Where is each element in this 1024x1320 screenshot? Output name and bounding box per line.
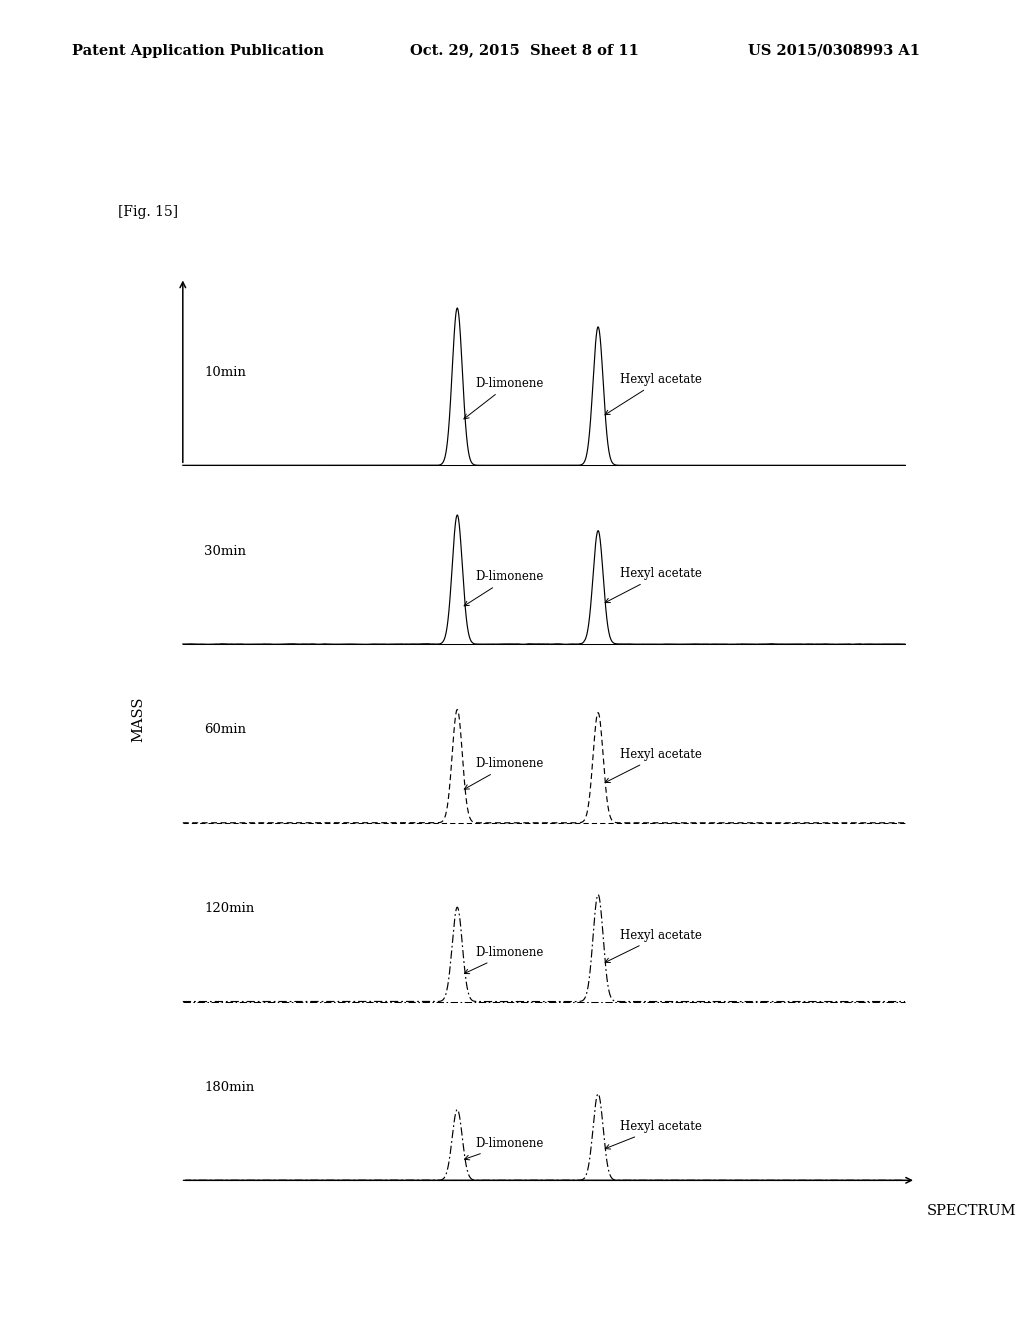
Text: Hexyl acetate: Hexyl acetate (605, 929, 701, 962)
Text: Hexyl acetate: Hexyl acetate (605, 568, 701, 603)
Text: D-limonene: D-limonene (464, 378, 544, 418)
Text: D-limonene: D-limonene (464, 758, 544, 789)
Text: D-limonene: D-limonene (465, 1137, 544, 1160)
Text: Hexyl acetate: Hexyl acetate (605, 374, 701, 414)
Text: 120min: 120min (205, 902, 255, 915)
Text: 60min: 60min (205, 723, 247, 737)
Text: 180min: 180min (205, 1081, 255, 1094)
Text: D-limonene: D-limonene (464, 570, 544, 606)
Text: Patent Application Publication: Patent Application Publication (72, 44, 324, 58)
Text: [Fig. 15]: [Fig. 15] (118, 205, 178, 219)
Text: Hexyl acetate: Hexyl acetate (605, 1121, 701, 1148)
Text: US 2015/0308993 A1: US 2015/0308993 A1 (748, 44, 920, 58)
Text: 30min: 30min (205, 545, 247, 557)
Text: 10min: 10min (205, 366, 247, 379)
Text: D-limonene: D-limonene (464, 946, 544, 974)
Text: Hexyl acetate: Hexyl acetate (605, 748, 701, 783)
Text: SPECTRUM: SPECTRUM (927, 1204, 1016, 1218)
Text: MASS: MASS (131, 697, 145, 742)
Text: Oct. 29, 2015  Sheet 8 of 11: Oct. 29, 2015 Sheet 8 of 11 (410, 44, 639, 58)
